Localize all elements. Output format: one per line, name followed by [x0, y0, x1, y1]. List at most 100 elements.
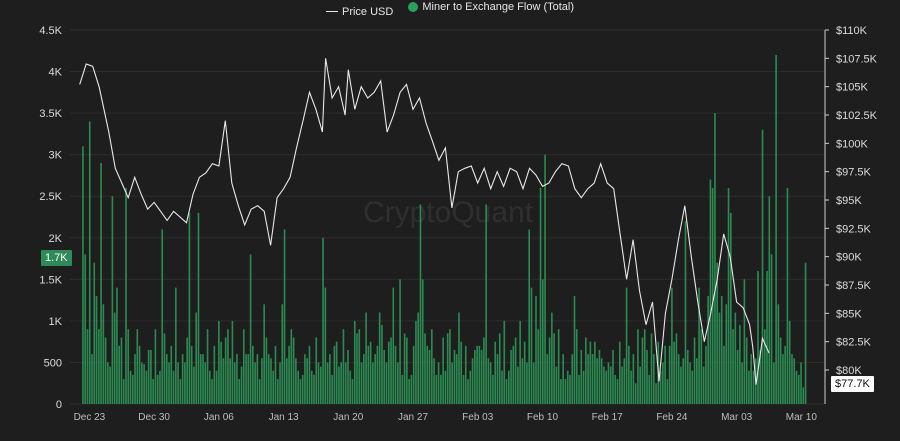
flow-bar — [383, 349, 386, 404]
flow-bar — [281, 304, 284, 404]
flow-bar — [537, 329, 540, 404]
flow-bar — [344, 362, 347, 404]
flow-bar — [421, 279, 424, 404]
flow-bar — [265, 337, 268, 404]
flow-bar — [86, 329, 89, 404]
flow-bar — [609, 366, 612, 404]
flow-bar — [634, 383, 637, 404]
flow-bar — [773, 362, 775, 404]
legend-item-flow[interactable]: Miner to Exchange Flow (Total) — [408, 0, 574, 14]
flow-bar — [671, 287, 673, 404]
flow-bar — [469, 370, 472, 404]
flow-bar — [548, 337, 551, 404]
flow-bar — [779, 337, 782, 404]
right-tick-label: $85K — [836, 308, 862, 320]
flow-bar — [163, 333, 166, 404]
flow-bar — [261, 358, 263, 404]
flow-bar — [186, 337, 188, 404]
flow-value-badge: 1.7K — [41, 250, 72, 266]
x-tick-label: Feb 24 — [656, 412, 688, 423]
flow-bar — [181, 354, 184, 404]
flow-bar — [573, 295, 576, 404]
flow-bar — [646, 349, 648, 404]
left-axis: 0 500 1K 1.5K 2K 2.5K 3K 3.5K 4K 4.5K — [39, 25, 62, 411]
flow-bar — [684, 221, 687, 404]
x-tick-label: Feb 10 — [527, 412, 559, 423]
flow-bar — [286, 358, 288, 404]
flow-bar — [297, 370, 299, 404]
flow-bar — [795, 370, 798, 404]
flow-bar — [211, 379, 213, 404]
flow-bar — [91, 354, 93, 404]
right-tick-label: $87.5K — [836, 280, 872, 292]
flow-bar — [453, 349, 456, 404]
flow-bar — [698, 287, 700, 404]
flow-bar — [254, 362, 256, 404]
flow-bar — [236, 354, 238, 404]
left-tick-label: 1.5K — [39, 274, 62, 286]
flow-bar — [560, 379, 562, 404]
flow-bar — [725, 304, 728, 404]
flow-bar — [446, 333, 449, 404]
left-tick-label: 2.5K — [39, 191, 62, 203]
flow-bar — [138, 345, 141, 404]
flow-bar — [655, 383, 657, 404]
right-tick-label: $100K — [836, 138, 868, 150]
flow-bar — [517, 366, 519, 404]
flow-bar — [102, 304, 105, 404]
flow-bar — [340, 362, 342, 404]
flow-bar — [351, 379, 354, 404]
flow-bar — [172, 370, 175, 404]
flow-bar — [478, 345, 481, 404]
flow-bar — [111, 196, 114, 404]
flow-bar — [496, 354, 499, 404]
legend-item-price[interactable]: Price USD — [325, 5, 393, 19]
flow-bar — [242, 329, 245, 404]
flow-bar — [768, 196, 771, 404]
flow-bar — [433, 358, 435, 404]
x-tick-label: Feb 03 — [462, 412, 494, 423]
x-tick-label: Dec 23 — [74, 412, 106, 423]
flow-bar — [415, 320, 417, 404]
flow-bar — [426, 345, 429, 404]
flow-bar — [406, 337, 408, 404]
flow-bar — [700, 329, 703, 404]
flow-bar — [113, 312, 116, 404]
flow-bar — [347, 349, 349, 404]
flow-bar — [179, 379, 182, 404]
flow-bar — [580, 349, 583, 404]
flow-bar — [514, 337, 517, 404]
flow-bar — [381, 325, 383, 404]
flow-bar — [308, 345, 311, 404]
flow-bar — [682, 358, 685, 404]
flow-bar — [603, 366, 605, 404]
flow-bar — [306, 358, 309, 404]
flow-bar — [288, 345, 290, 404]
flow-bar — [569, 374, 571, 404]
flow-bar — [267, 354, 270, 404]
flow-bar — [317, 362, 320, 404]
flow-bar — [494, 341, 497, 404]
flow-bar — [274, 345, 277, 404]
flow-bar — [349, 370, 352, 404]
flow-bar — [612, 349, 614, 404]
flow-bar — [546, 354, 549, 404]
flow-bar — [442, 337, 444, 404]
flow-bar — [385, 362, 388, 404]
flow-bar — [689, 362, 691, 404]
flow-bar — [249, 254, 252, 404]
flow-bar — [489, 362, 492, 404]
flow-bar — [369, 341, 372, 404]
flow-bar — [301, 374, 304, 404]
flow-bar — [526, 362, 528, 404]
flow-bar — [797, 374, 800, 404]
left-tick-label: 0 — [56, 399, 62, 411]
flow-bar — [233, 362, 236, 404]
flow-bar — [510, 349, 512, 404]
flow-bar — [693, 337, 696, 404]
flow-bar — [295, 358, 297, 404]
flow-bar — [215, 370, 218, 404]
flow-bar — [467, 379, 469, 404]
flow-bar — [378, 312, 381, 404]
